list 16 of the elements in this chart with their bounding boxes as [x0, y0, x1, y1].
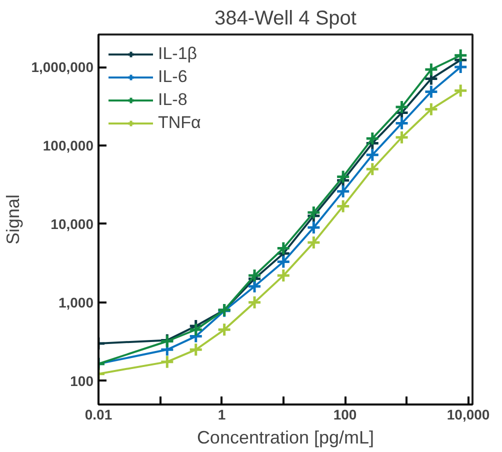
legend-label: IL-8: [158, 90, 188, 110]
x-tick-label: 1: [218, 406, 226, 422]
legend-label: IL-1β: [158, 44, 198, 64]
y-tick-label: 1,000: [58, 294, 94, 310]
chart-title: 384-Well 4 Spot: [214, 8, 357, 30]
y-tick-label: 1,000,000: [31, 59, 94, 76]
x-tick-label: 10,000: [446, 406, 490, 422]
x-tick-label: 0.01: [84, 406, 112, 422]
legend-label: IL-6: [158, 67, 188, 87]
y-axis-title: Signal: [3, 194, 24, 245]
legend-label: TNFα: [158, 113, 201, 133]
y-tick-label: 100,000: [42, 138, 94, 154]
x-tick-label: 100: [333, 406, 357, 422]
x-axis-title: Concentration [pg/mL]: [196, 428, 374, 448]
y-tick-label: 100: [70, 372, 94, 389]
y-tick-label: 10,000: [50, 216, 94, 232]
